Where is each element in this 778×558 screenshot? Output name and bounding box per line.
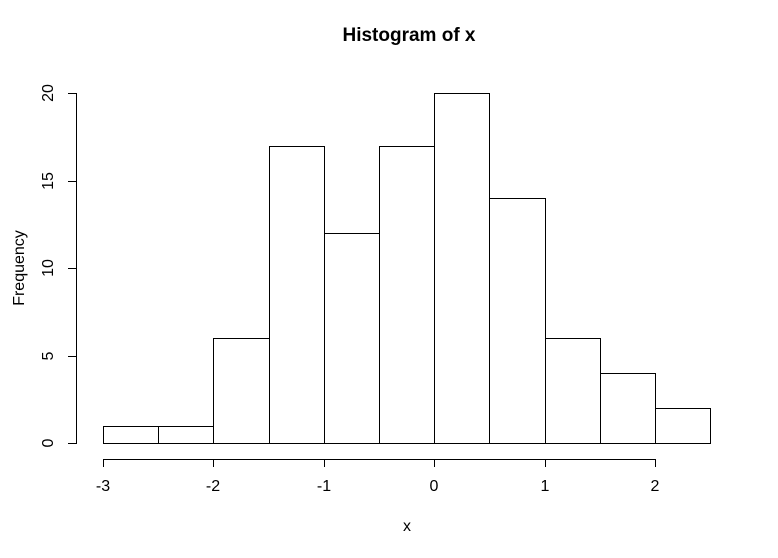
- x-tick: [103, 459, 104, 467]
- x-tick-label: -2: [205, 478, 221, 495]
- x-tick: [213, 459, 214, 467]
- histogram-bar: [269, 146, 325, 444]
- x-tick: [545, 459, 546, 467]
- y-tick-label: 5: [40, 351, 57, 361]
- x-axis-line: [103, 459, 656, 460]
- y-tick: [68, 443, 76, 444]
- x-tick: [324, 459, 325, 467]
- x-tick: [434, 459, 435, 467]
- histogram-bar: [489, 198, 546, 444]
- x-tick: [655, 459, 656, 467]
- histogram-bar: [379, 146, 435, 444]
- x-tick-label: 1: [540, 478, 550, 495]
- y-tick: [68, 181, 76, 182]
- y-tick: [68, 268, 76, 269]
- x-tick-label: -3: [95, 478, 111, 495]
- histogram-bar: [600, 373, 656, 444]
- y-tick-label: 10: [40, 259, 57, 277]
- y-tick-label: 20: [40, 84, 57, 102]
- histogram-bar: [103, 426, 159, 444]
- histogram-bar: [545, 338, 601, 444]
- x-axis-label: x: [403, 518, 411, 535]
- histogram-bar: [158, 426, 214, 444]
- y-axis-line: [76, 93, 77, 444]
- x-tick-label: 2: [650, 478, 660, 495]
- y-tick: [68, 356, 76, 357]
- y-tick: [68, 93, 76, 94]
- histogram-bar: [324, 233, 380, 444]
- x-tick-label: 0: [429, 478, 439, 495]
- histogram-bar: [213, 338, 270, 444]
- y-tick-label: 0: [40, 438, 57, 448]
- histogram-bar: [434, 93, 490, 444]
- histogram-bar: [655, 408, 711, 444]
- chart-title: Histogram of x: [342, 25, 476, 46]
- y-tick-label: 15: [40, 172, 57, 190]
- x-tick-label: -1: [316, 478, 332, 495]
